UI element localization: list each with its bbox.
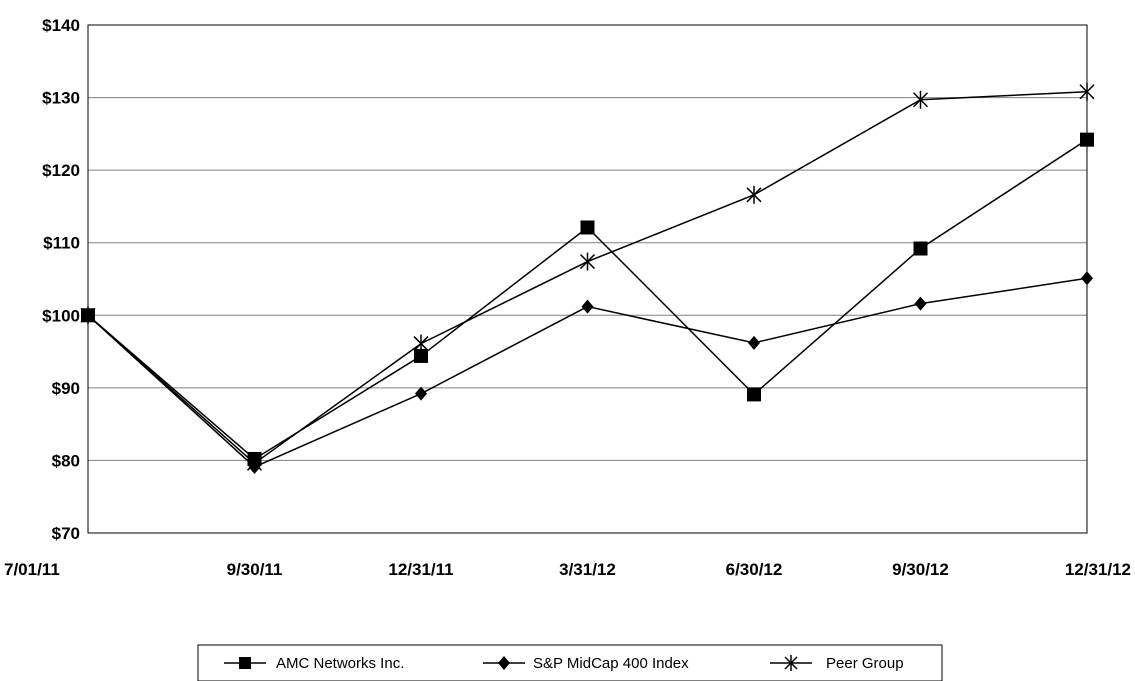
- plot-area-border: [87, 24, 1088, 534]
- data-point-diamond: [914, 296, 927, 311]
- data-point-square: [913, 241, 928, 256]
- legend-entry-peer-group: Peer Group: [770, 655, 904, 672]
- x-tick-label: 9/30/12: [892, 560, 949, 579]
- x-tick-label: 7/01/11: [4, 560, 60, 579]
- x-axis-tick-labels: 7/01/11 9/30/11 12/31/11 3/31/12 6/30/12 9/30…: [4, 560, 1131, 579]
- legend-label: S&P MidCap 400 Index: [533, 655, 689, 672]
- y-tick-label: $80: [52, 451, 80, 470]
- data-point-diamond: [581, 299, 594, 314]
- series-diamond: [82, 271, 1093, 474]
- series-lines: [80, 82, 1095, 474]
- y-tick-label: $90: [52, 379, 80, 398]
- data-point-star: [746, 185, 762, 204]
- data-point-star: [413, 334, 429, 353]
- legend-entry-sp-midcap: S&P MidCap 400 Index: [483, 655, 689, 672]
- series-square: [81, 132, 1094, 466]
- x-tick-label: 12/31/11: [388, 560, 453, 579]
- legend-square-marker: [239, 657, 251, 669]
- grid-lines: [88, 97, 1087, 461]
- data-point-star: [579, 252, 596, 271]
- y-tick-label: $130: [42, 89, 80, 108]
- data-point-diamond: [1081, 271, 1093, 286]
- y-axis-tick-labels: $70 $80 $90 $100 $110 $120 $130 $140: [42, 16, 80, 543]
- series-line: [87, 91, 1088, 465]
- legend-label: AMC Networks Inc.: [276, 655, 404, 672]
- y-tick-label: $120: [42, 161, 80, 180]
- x-tick-label: 3/31/12: [559, 560, 616, 579]
- legend-label: Peer Group: [826, 655, 904, 672]
- legend-box: [197, 644, 943, 681]
- legend-entry-amc: AMC Networks Inc.: [224, 655, 404, 672]
- data-point-diamond: [415, 386, 427, 401]
- y-tick-label: $110: [43, 234, 80, 253]
- series-line: [87, 139, 1088, 460]
- data-point-star: [246, 454, 263, 473]
- data-point-diamond: [748, 335, 760, 350]
- x-tick-label: 9/30/11: [227, 560, 283, 579]
- data-point-star: [912, 90, 929, 109]
- x-tick-label: 12/31/12: [1065, 560, 1131, 579]
- x-tick-label: 6/30/12: [726, 560, 783, 579]
- data-point-star: [80, 306, 96, 325]
- legend-star-marker: [784, 655, 798, 671]
- legend-diamond-marker: [498, 656, 510, 670]
- data-point-square: [580, 220, 595, 235]
- data-point-square: [414, 348, 428, 363]
- data-point-star: [1079, 82, 1095, 101]
- series-star: [80, 82, 1095, 473]
- data-point-square: [1080, 132, 1094, 147]
- y-tick-label: $140: [42, 16, 80, 35]
- data-point-square: [747, 387, 761, 402]
- y-tick-label: $70: [52, 524, 80, 543]
- y-tick-label: $100: [42, 306, 80, 325]
- legend: AMC Networks Inc. S&P MidCap 400 Index P…: [197, 644, 943, 681]
